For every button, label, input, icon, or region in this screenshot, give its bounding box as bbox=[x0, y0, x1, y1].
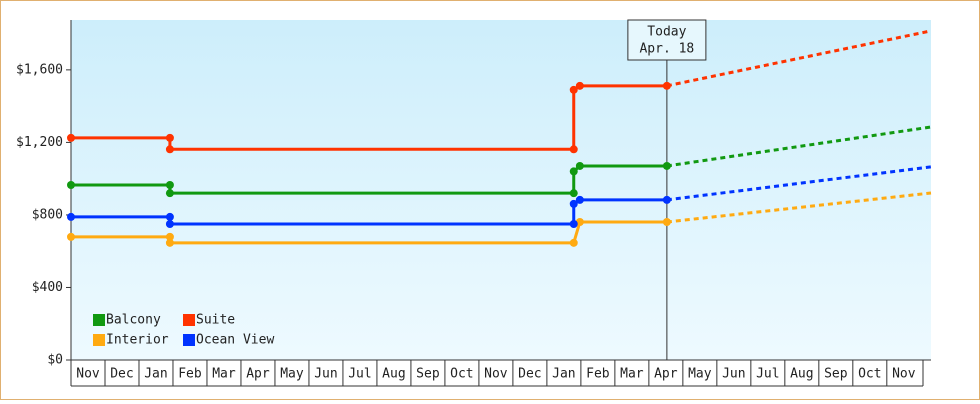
price-point bbox=[569, 189, 578, 198]
legend-swatch bbox=[93, 314, 105, 326]
price-point bbox=[662, 81, 671, 90]
price-point bbox=[569, 238, 578, 247]
legend-label: Ocean View bbox=[196, 333, 274, 348]
x-tick-label: Mar bbox=[212, 367, 236, 382]
x-tick-label: Jul bbox=[756, 367, 779, 382]
x-tick-label: Oct bbox=[858, 367, 881, 382]
legend-label: Suite bbox=[196, 313, 235, 328]
price-point bbox=[569, 220, 578, 228]
x-tick-label: Feb bbox=[178, 367, 202, 382]
price-point bbox=[662, 161, 671, 170]
x-tick-label: Sep bbox=[824, 367, 848, 382]
legend-swatch bbox=[183, 334, 195, 346]
price-point bbox=[165, 145, 174, 154]
price-point bbox=[575, 195, 584, 204]
x-tick-label: Jul bbox=[348, 367, 371, 382]
x-tick-label: Sep bbox=[416, 367, 440, 382]
x-tick-label: Mar bbox=[620, 367, 644, 382]
price-point bbox=[165, 133, 174, 142]
price-line bbox=[71, 220, 667, 245]
y-tick-label: $1,200 bbox=[16, 135, 63, 150]
legend-label: Interior bbox=[106, 333, 169, 348]
price-point bbox=[165, 232, 174, 241]
legend-swatch bbox=[183, 314, 195, 326]
x-tick-label: Jan bbox=[552, 367, 575, 382]
price-point bbox=[569, 145, 578, 154]
x-tick-label: Oct bbox=[450, 367, 473, 382]
today-title: Today bbox=[647, 25, 686, 40]
price-point bbox=[575, 161, 584, 170]
x-tick-label: May bbox=[688, 367, 712, 382]
y-tick-label: $0 bbox=[47, 353, 63, 368]
price-point bbox=[662, 218, 671, 227]
price-point bbox=[575, 218, 584, 227]
x-tick-label: Dec bbox=[518, 367, 541, 382]
x-tick-label: Jun bbox=[314, 367, 337, 382]
price-point bbox=[575, 81, 584, 90]
price-point bbox=[67, 181, 75, 190]
x-tick-label: Aug bbox=[382, 367, 405, 382]
x-tick-label: Apr bbox=[246, 367, 270, 382]
price-point bbox=[67, 212, 75, 221]
price-point bbox=[165, 181, 174, 190]
x-tick-label: Jan bbox=[144, 367, 167, 382]
legend-label: Balcony bbox=[106, 313, 161, 328]
y-tick-label: $1,600 bbox=[16, 62, 63, 77]
price-point bbox=[165, 238, 174, 247]
plot-background bbox=[71, 20, 931, 360]
x-tick-label: Nov bbox=[484, 367, 508, 382]
x-tick-label: Nov bbox=[892, 367, 916, 382]
x-tick-label: Aug bbox=[790, 367, 813, 382]
x-tick-label: Jun bbox=[722, 367, 745, 382]
price-point bbox=[569, 199, 578, 208]
x-tick-label: Dec bbox=[110, 367, 133, 382]
price-point bbox=[165, 212, 174, 221]
legend-swatch bbox=[93, 334, 105, 346]
today-label: Apr. 18 bbox=[639, 42, 694, 57]
price-point bbox=[662, 195, 671, 204]
price-point bbox=[165, 189, 174, 198]
price-point bbox=[569, 167, 578, 176]
y-tick-label: $800 bbox=[32, 207, 63, 222]
today-box bbox=[627, 19, 707, 61]
price-point bbox=[67, 133, 75, 142]
price-point bbox=[67, 232, 75, 241]
x-tick-label: Feb bbox=[586, 367, 610, 382]
x-tick-label: Apr bbox=[654, 367, 678, 382]
y-tick-label: $400 bbox=[32, 280, 63, 295]
price-point bbox=[165, 220, 174, 228]
x-tick-label: Nov bbox=[76, 367, 100, 382]
x-tick-label: May bbox=[280, 367, 304, 382]
price-point bbox=[569, 85, 578, 94]
